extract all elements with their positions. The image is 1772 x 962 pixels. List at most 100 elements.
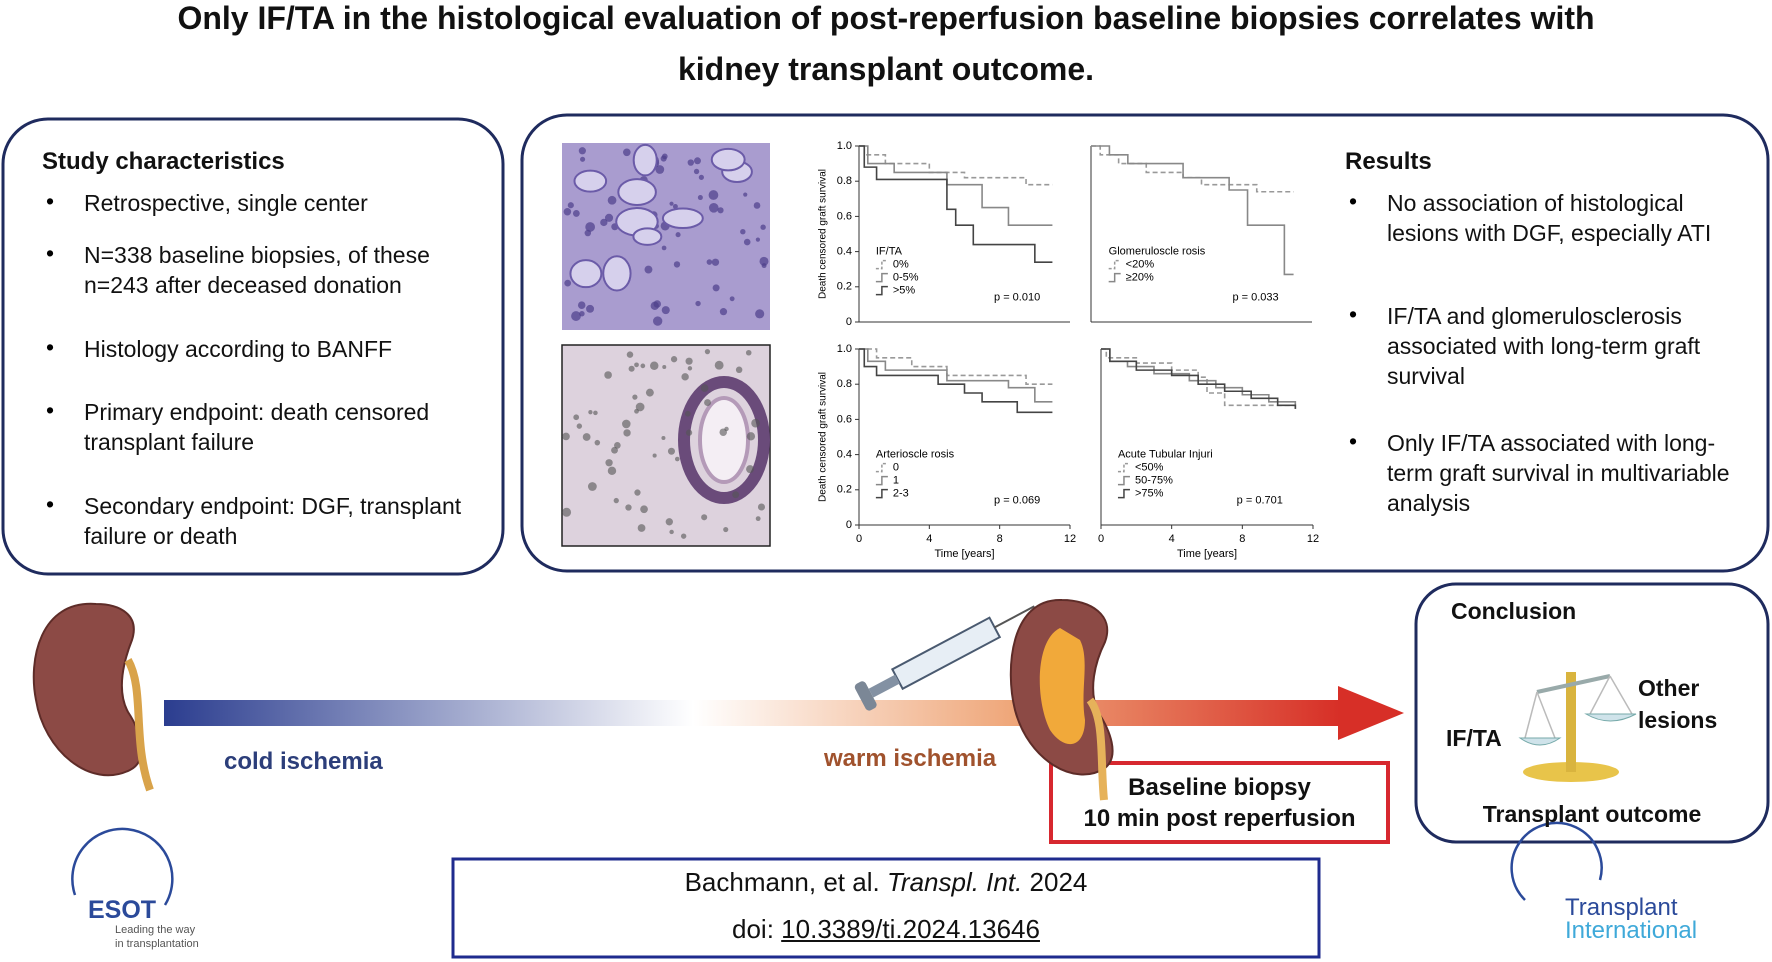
- nucleus: [661, 435, 666, 440]
- tubule: [710, 147, 746, 172]
- nucleus: [640, 363, 646, 369]
- syringe-barrel: [890, 616, 1002, 691]
- nucleus: [753, 202, 761, 209]
- legend-swatch: [1108, 259, 1121, 270]
- nucleus: [572, 210, 580, 217]
- nucleus: [743, 238, 751, 246]
- x-tick-label: 0: [1098, 533, 1104, 545]
- nucleus: [717, 207, 724, 214]
- doi-link[interactable]: 10.3389/ti.2024.13646: [781, 914, 1040, 944]
- right-pan-label: Other lesions: [1638, 675, 1718, 733]
- legend-label: 50-75%: [1135, 475, 1173, 487]
- nucleus: [746, 432, 756, 441]
- syringe-handle: [854, 681, 877, 711]
- nucleus: [577, 301, 586, 309]
- nucleus: [685, 429, 693, 436]
- arrow-head: [1338, 686, 1404, 740]
- y-tick-label: 1.0: [837, 343, 852, 355]
- nucleus: [634, 489, 641, 496]
- y-tick-label: 0.2: [837, 484, 852, 496]
- nucleus: [582, 433, 591, 441]
- legend-label: 1: [893, 475, 899, 487]
- journal-logo-arc: [1510, 821, 1603, 901]
- survival-curve: [859, 145, 1053, 226]
- legend-swatch: [875, 272, 888, 283]
- nucleus: [755, 309, 765, 319]
- journal: Transpl. Int.: [886, 867, 1023, 897]
- nucleus: [719, 428, 727, 436]
- bullet-item: N=338 baseline biopsies, of these n=243 …: [84, 242, 430, 298]
- nucleus: [665, 518, 673, 526]
- nucleus: [562, 432, 570, 441]
- legend-title: Acute Tubular Injuri: [1118, 449, 1213, 461]
- x-tick-label: 8: [1239, 533, 1245, 545]
- nucleus: [660, 155, 667, 162]
- nucleus: [594, 439, 601, 446]
- legend-label: >5%: [893, 285, 916, 297]
- bullet-item: Retrospective, single center: [84, 190, 368, 216]
- string: [1524, 691, 1538, 739]
- nucleus: [607, 195, 617, 205]
- nucleus: [745, 349, 752, 356]
- cold-label: cold ischemia: [224, 748, 383, 775]
- bullet-item: IF/TA and glomerulosclerosis associated …: [1387, 303, 1701, 389]
- p-value: p = 0.033: [1232, 291, 1278, 303]
- syringe-needle: [994, 605, 1035, 629]
- y-tick-label: 0: [846, 519, 852, 531]
- histology-images: [561, 143, 771, 547]
- legend-title: IF/TA: [876, 246, 903, 258]
- y-tick-label: 1.0: [837, 140, 852, 152]
- nucleus: [635, 402, 645, 412]
- tubule: [632, 227, 663, 246]
- citation-line: Bachmann, et al. Transpl. Int. 2024: [453, 867, 1319, 898]
- nucleus: [708, 190, 719, 200]
- nucleus: [613, 497, 619, 504]
- nucleus: [751, 418, 760, 428]
- y-axis-label: Death censored graft survival: [818, 372, 829, 502]
- nucleus: [698, 174, 704, 180]
- nucleus: [704, 348, 711, 355]
- journal-logo-text: International: [1565, 917, 1698, 944]
- x-tick-label: 8: [997, 533, 1003, 545]
- legend-label: >75%: [1135, 488, 1164, 500]
- heading: Study characteristics: [42, 148, 285, 175]
- legend-label: 2-3: [893, 488, 909, 500]
- title: kidney transplant outcome.: [677, 51, 1095, 87]
- nucleus: [571, 311, 581, 321]
- nucleus: [711, 258, 720, 266]
- timeline-arrow: [164, 700, 1340, 726]
- vessel: [678, 376, 770, 504]
- nucleus: [685, 357, 693, 365]
- citation-box: [451, 857, 1321, 959]
- nucleus: [645, 388, 654, 397]
- legend-label: 0-5%: [893, 272, 919, 284]
- nucleus: [628, 365, 635, 372]
- survival-curve: [859, 145, 1053, 263]
- legend-swatch: [875, 285, 888, 296]
- nucleus: [655, 165, 665, 174]
- legend-swatch: [1117, 462, 1130, 473]
- legend-title: Glomeruloscle rosis: [1109, 246, 1206, 258]
- string: [1536, 691, 1556, 739]
- bullet: •: [46, 334, 55, 360]
- survival-curve: [859, 348, 1053, 414]
- x-axis-label: Time [years]: [1177, 548, 1237, 560]
- nucleus: [652, 453, 657, 458]
- nucleus: [740, 229, 746, 235]
- nucleus: [573, 414, 580, 421]
- nucleus: [607, 466, 617, 476]
- kidney: [32, 602, 143, 777]
- nucleus: [719, 308, 728, 316]
- y-tick-label: 0.8: [837, 175, 852, 187]
- syringe-plunger: [868, 674, 900, 698]
- nucleus: [579, 311, 585, 317]
- nucleus: [687, 366, 693, 371]
- nucleus: [729, 296, 735, 302]
- esot-tagline: Leading the way: [115, 924, 196, 936]
- nucleus: [667, 447, 675, 455]
- tubule: [602, 255, 632, 292]
- legend-swatch: [875, 462, 888, 473]
- nucleus: [588, 410, 593, 415]
- year: 2024: [1029, 867, 1088, 897]
- y-tick-label: 0.6: [837, 210, 852, 222]
